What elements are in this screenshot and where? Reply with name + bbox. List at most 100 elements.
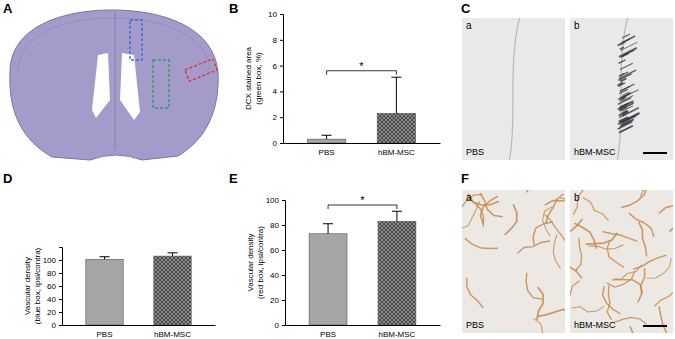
micrograph-background [462, 190, 565, 333]
vessel [670, 199, 673, 231]
dcx-stain [622, 108, 639, 116]
y-axis-title: Vascular density [246, 233, 255, 291]
x-tick-label: hBM-MSC [154, 330, 191, 339]
y-tick-mark [280, 14, 283, 15]
dcx-stain [621, 53, 629, 57]
vessel [630, 326, 634, 333]
vessel [574, 223, 596, 249]
scale-bar [643, 152, 667, 154]
error-cap [322, 135, 332, 136]
vessel [654, 286, 673, 306]
dcx-stain [619, 60, 626, 63]
x-tick-label: PBS [320, 330, 336, 339]
image-caption: PBS [466, 147, 484, 157]
error-stem [396, 77, 397, 113]
vessel [607, 286, 611, 320]
y-tick-label: 100 [43, 256, 57, 265]
y-tick-label: 6 [273, 62, 278, 71]
image-sublabel: a [466, 192, 472, 203]
x-tick-label: hBM-MSC [378, 330, 415, 339]
y-tick-label: 20 [270, 296, 279, 305]
dcx-stain [618, 43, 623, 46]
vessel [659, 203, 673, 213]
x-tick: hBM-MSC [154, 325, 191, 339]
vessel [533, 222, 553, 246]
dcx-stain [619, 111, 628, 116]
y-tick-label: 100 [266, 196, 280, 205]
plot-area [86, 253, 191, 325]
vessel [570, 281, 579, 310]
y-axis-line [280, 15, 284, 144]
y-axis: 0246810 [268, 10, 283, 148]
vessel [537, 309, 565, 316]
error-cap [168, 252, 178, 253]
dcx-stain [622, 105, 627, 107]
y-tick-label: 60 [270, 246, 279, 255]
vessel [560, 198, 565, 222]
y-axis-line [282, 201, 286, 326]
y-tick-mark [280, 143, 283, 144]
vessel [533, 318, 545, 333]
y-tick-mark [280, 40, 283, 41]
y-tick-label: 60 [47, 282, 56, 291]
y-tick: 0 [273, 139, 283, 148]
y-tick: 80 [47, 269, 62, 278]
dcx-stain [619, 48, 637, 57]
x-axis-line [63, 325, 216, 326]
dcx-stain [620, 63, 633, 69]
y-tick-mark [282, 200, 285, 201]
x-tick: hBM-MSC [378, 143, 415, 157]
bar [154, 256, 191, 325]
green-box [153, 60, 169, 108]
figure: ABCDEFaPBSbhBM-MSCaPBSbhBM-MSC0246810PBS… [0, 0, 675, 339]
bar [377, 113, 415, 143]
y-tick: 10 [268, 10, 283, 19]
y-tick-label: 80 [47, 269, 56, 278]
y-tick: 60 [47, 282, 62, 291]
y-tick-mark [59, 273, 62, 274]
vessel [640, 190, 670, 197]
bar-chart: 020406080100PBShBM-MSCVascular density(r… [246, 194, 441, 339]
dcx-stain [620, 98, 625, 101]
plot-area [309, 211, 416, 325]
y-tick: 40 [270, 271, 285, 280]
y-tick-label: 10 [268, 10, 277, 19]
y-tick-mark [282, 275, 285, 276]
y-tick: 6 [273, 62, 283, 71]
error-bar [323, 224, 333, 234]
error-cap [391, 77, 401, 78]
y-tick-mark [59, 299, 62, 300]
bar [307, 139, 345, 143]
error-bar [391, 77, 401, 113]
y-tick-mark [59, 286, 62, 287]
micrograph-background [462, 18, 565, 160]
y-axis-title: (blue box, ipsi/contra) [33, 247, 42, 324]
bar [378, 221, 416, 325]
y-tick: 0 [275, 321, 285, 330]
tissue [10, 10, 218, 160]
dcx-stain [622, 34, 630, 38]
y-tick-label: 40 [47, 295, 56, 304]
ventricle-wall [509, 18, 519, 160]
micrograph-background [570, 190, 673, 333]
image-sublabel: b [574, 20, 580, 31]
y-tick-mark [282, 300, 285, 301]
x-axis: PBShBM-MSC [63, 325, 216, 339]
x-tick: PBS [320, 325, 336, 339]
error-cap [100, 256, 110, 257]
dcx-stain [621, 54, 628, 58]
y-tick-mark [282, 225, 285, 226]
y-tick: 0 [52, 321, 62, 330]
y-tick: 100 [266, 196, 285, 205]
bar-chart: 020406080100PBShBM-MSCVascular density(b… [23, 247, 216, 338]
micrograph: aPBS [456, 162, 579, 339]
vessel [570, 256, 582, 278]
brain-section [10, 10, 218, 160]
x-axis-line [284, 143, 441, 144]
error-stem [396, 211, 397, 221]
y-tick-mark [280, 66, 283, 67]
vessel [603, 286, 621, 314]
vessel [647, 258, 672, 278]
dcx-stain [619, 70, 636, 79]
vessel [527, 190, 543, 192]
